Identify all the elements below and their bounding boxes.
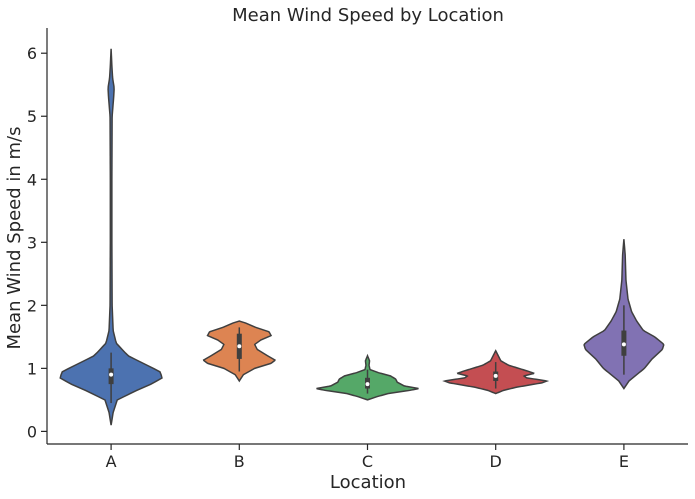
violin-E xyxy=(583,239,665,390)
violin-median-D xyxy=(493,373,498,378)
y-tick-label-0: 0 xyxy=(27,422,37,441)
violins-group xyxy=(59,48,665,426)
x-tick-label-D: D xyxy=(490,452,502,471)
y-tick-label-1: 1 xyxy=(27,359,37,378)
violin-median-C xyxy=(365,382,370,387)
y-tick-label-2: 2 xyxy=(27,296,37,315)
axes-group: 0 1 2 3 4 5 6 A B C D E xyxy=(27,28,688,471)
chart-title: Mean Wind Speed by Location xyxy=(232,5,504,26)
x-tick-label-A: A xyxy=(106,452,117,471)
violin-median-E xyxy=(621,342,626,347)
violin-C xyxy=(316,353,419,401)
x-tick-label-B: B xyxy=(234,452,245,471)
y-tick-label-4: 4 xyxy=(27,170,37,189)
y-tick-label-3: 3 xyxy=(27,233,37,252)
y-tick-label-5: 5 xyxy=(27,107,37,126)
y-axis-title: Mean Wind Speed in m/s xyxy=(4,127,25,350)
y-tick-label-6: 6 xyxy=(27,44,37,63)
x-tick-label-E: E xyxy=(619,452,629,471)
x-axis-title: Location xyxy=(330,472,406,493)
violin-median-B xyxy=(237,344,242,349)
violin-B xyxy=(202,320,276,383)
violin-D xyxy=(442,349,550,395)
violin-median-A xyxy=(109,372,114,377)
violin-body-A xyxy=(59,48,163,426)
violin-A xyxy=(59,48,163,426)
x-tick-label-C: C xyxy=(362,452,373,471)
